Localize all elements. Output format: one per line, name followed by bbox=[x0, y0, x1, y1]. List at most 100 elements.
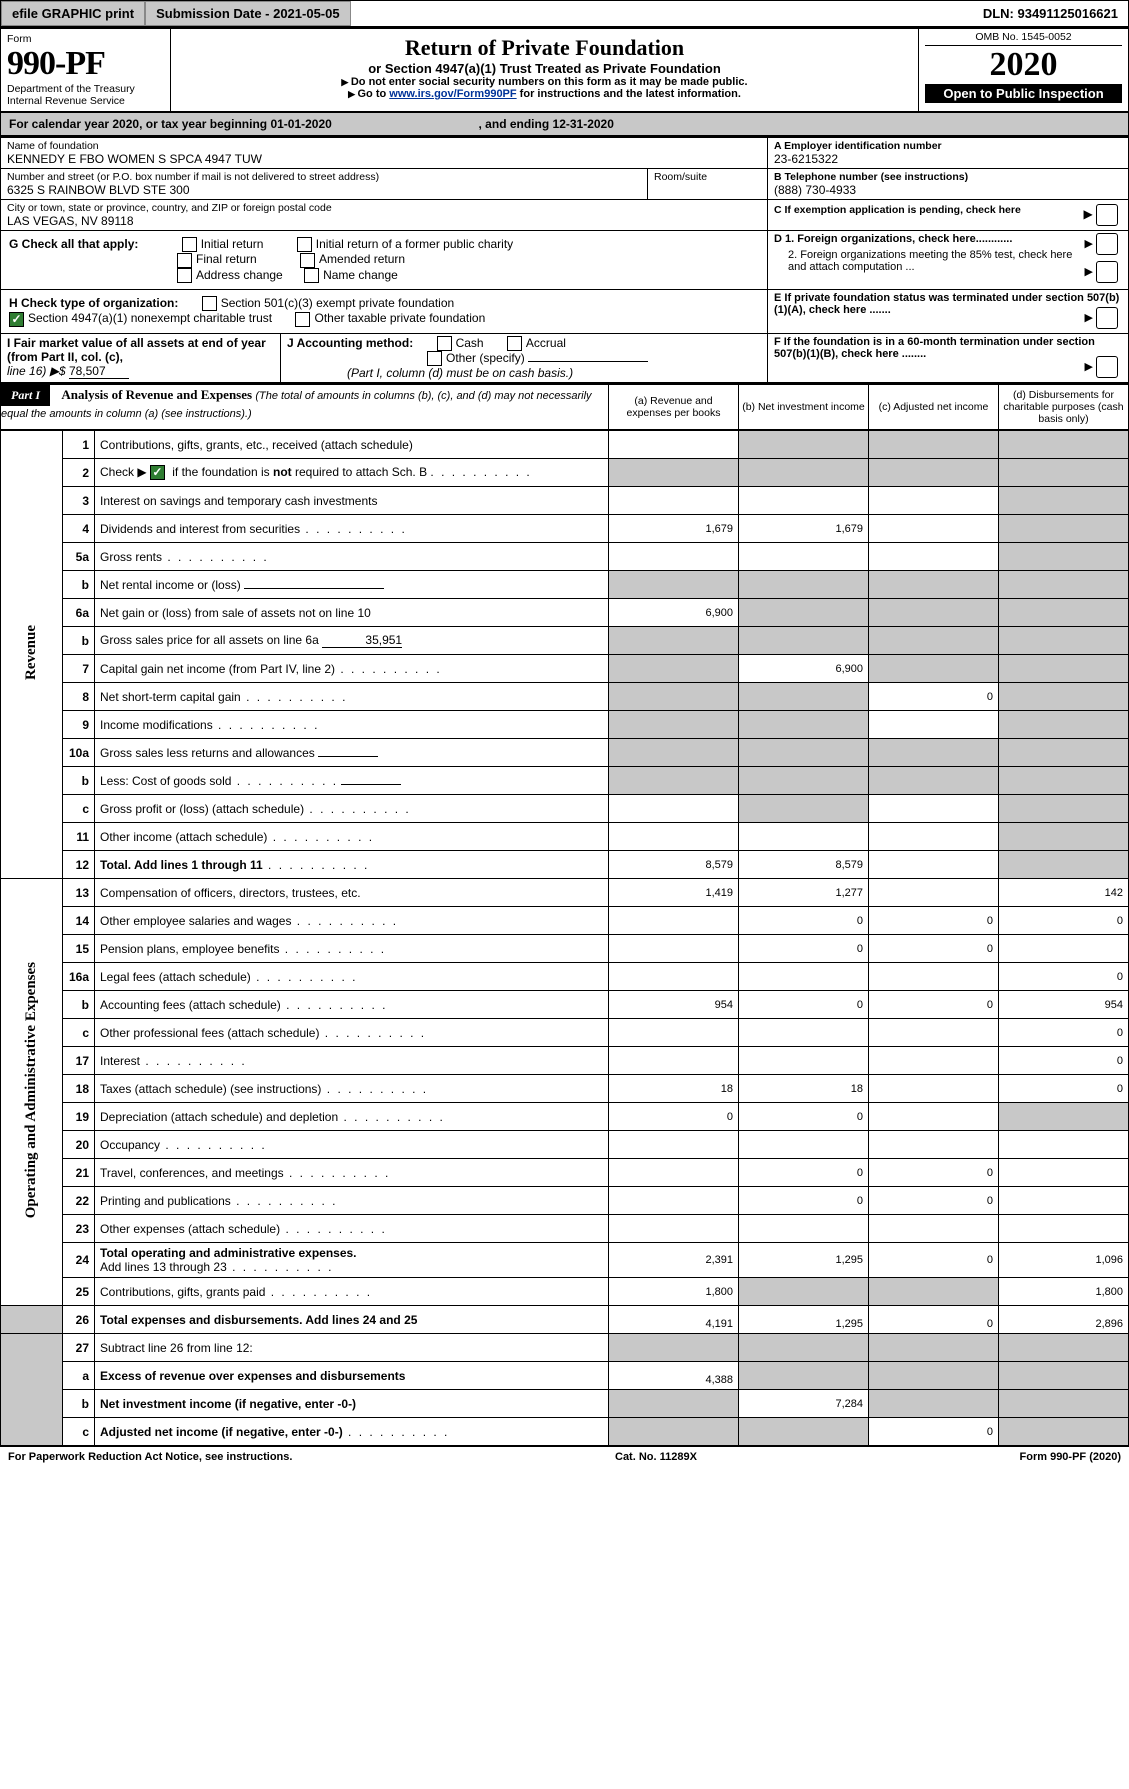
v14b: 0 bbox=[739, 907, 869, 935]
part1-table: Revenue 1Contributions, gifts, grants, e… bbox=[0, 430, 1129, 1446]
efile-print-button[interactable]: efile GRAPHIC print bbox=[1, 1, 145, 26]
line-13: Compensation of officers, directors, tru… bbox=[95, 879, 609, 907]
h2-checkbox[interactable] bbox=[9, 312, 24, 327]
h-opt-3: Other taxable private foundation bbox=[314, 311, 485, 325]
v22c: 0 bbox=[869, 1187, 999, 1215]
i-label: I Fair market value of all assets at end… bbox=[7, 336, 266, 364]
v12a: 8,579 bbox=[609, 851, 739, 879]
revenue-label: Revenue bbox=[1, 431, 63, 879]
line-27b: Net investment income (if negative, ente… bbox=[100, 1397, 356, 1411]
j-cash-checkbox[interactable] bbox=[437, 336, 452, 351]
h3-checkbox[interactable] bbox=[295, 312, 310, 327]
line-14: Other employee salaries and wages bbox=[100, 914, 291, 928]
line2-checkbox[interactable] bbox=[150, 465, 165, 480]
inst2-pre: Go to bbox=[357, 88, 389, 100]
v24c: 0 bbox=[869, 1243, 999, 1278]
cal-begin: For calendar year 2020, or tax year begi… bbox=[9, 117, 332, 131]
inst2-post: for instructions and the latest informat… bbox=[517, 88, 741, 100]
form-title: Return of Private Foundation bbox=[179, 35, 910, 61]
g-final-checkbox[interactable] bbox=[177, 253, 192, 268]
d2-label: 2. Foreign organizations meeting the 85%… bbox=[788, 249, 1072, 273]
v16bc: 0 bbox=[869, 991, 999, 1019]
line-3: Interest on savings and temporary cash i… bbox=[95, 487, 609, 515]
v19a: 0 bbox=[609, 1103, 739, 1131]
v16ba: 954 bbox=[609, 991, 739, 1019]
line-16a: Legal fees (attach schedule) bbox=[100, 970, 251, 984]
v6aa: 6,900 bbox=[609, 599, 739, 627]
v17d: 0 bbox=[999, 1047, 1129, 1075]
c-checkbox[interactable] bbox=[1096, 204, 1118, 226]
v13b: 1,277 bbox=[739, 879, 869, 907]
g-address-checkbox[interactable] bbox=[177, 268, 192, 283]
g-initial-checkbox[interactable] bbox=[182, 237, 197, 252]
expenses-label: Operating and Administrative Expenses bbox=[1, 879, 63, 1306]
part1-tab: Part I bbox=[1, 385, 50, 406]
v27aa: 4,388 bbox=[609, 1362, 739, 1390]
g-amended-checkbox[interactable] bbox=[300, 253, 315, 268]
v24d: 1,096 bbox=[999, 1243, 1129, 1278]
line-15: Pension plans, employee benefits bbox=[100, 942, 279, 956]
e-checkbox[interactable] bbox=[1096, 307, 1118, 329]
g-opt-2: Final return bbox=[196, 252, 257, 266]
f-checkbox[interactable] bbox=[1096, 356, 1118, 378]
v13d: 142 bbox=[999, 879, 1129, 907]
h1-checkbox[interactable] bbox=[202, 296, 217, 311]
v26c: 0 bbox=[869, 1306, 999, 1334]
line-7: Capital gain net income (from Part IV, l… bbox=[100, 662, 335, 676]
line-2: Check ▶ if the foundation is not require… bbox=[95, 459, 609, 487]
col-b-header: (b) Net investment income bbox=[738, 385, 868, 429]
line-27: Subtract line 26 from line 12: bbox=[95, 1334, 609, 1362]
form-number: 990-PF bbox=[7, 45, 164, 83]
addr-value: 6325 S RAINBOW BLVD STE 300 bbox=[7, 183, 641, 197]
v25a: 1,800 bbox=[609, 1278, 739, 1306]
footer-left: For Paperwork Reduction Act Notice, see … bbox=[8, 1451, 292, 1463]
j-other-label: Other (specify) bbox=[446, 351, 525, 365]
phone-label: B Telephone number (see instructions) bbox=[774, 171, 1122, 183]
h-opt-1: Section 501(c)(3) exempt private foundat… bbox=[221, 296, 454, 310]
d2-checkbox[interactable] bbox=[1096, 261, 1118, 283]
ein-value: 23-6215322 bbox=[774, 152, 1122, 166]
v24a: 2,391 bbox=[609, 1243, 739, 1278]
v13a: 1,419 bbox=[609, 879, 739, 907]
col-a-header: (a) Revenue and expenses per books bbox=[608, 385, 738, 429]
v27bb: 7,284 bbox=[739, 1390, 869, 1418]
line-11: Other income (attach schedule) bbox=[100, 830, 267, 844]
line-24b: Add lines 13 through 23 bbox=[100, 1260, 227, 1274]
open-inspection-label: Open to Public Inspection bbox=[925, 84, 1122, 103]
j-accrual-checkbox[interactable] bbox=[507, 336, 522, 351]
j-label: J Accounting method: bbox=[287, 336, 413, 350]
v14c: 0 bbox=[869, 907, 999, 935]
v16bb: 0 bbox=[739, 991, 869, 1019]
line-25: Contributions, gifts, grants paid bbox=[100, 1285, 265, 1299]
line-27c: Adjusted net income (if negative, enter … bbox=[100, 1425, 343, 1439]
irs-link[interactable]: www.irs.gov/Form990PF bbox=[389, 88, 516, 100]
line-16c: Other professional fees (attach schedule… bbox=[100, 1026, 319, 1040]
v12b: 8,579 bbox=[739, 851, 869, 879]
g-opt-0: Initial return bbox=[201, 237, 264, 251]
dln-label: DLN: 93491125016621 bbox=[973, 2, 1128, 25]
omb-label: OMB No. 1545-0052 bbox=[925, 31, 1122, 46]
v26b: 1,295 bbox=[739, 1306, 869, 1334]
foundation-name: KENNEDY E FBO WOMEN S SPCA 4947 TUW bbox=[7, 152, 761, 166]
j-accrual-label: Accrual bbox=[526, 336, 566, 350]
g-initial-former-checkbox[interactable] bbox=[297, 237, 312, 252]
line-10b: Less: Cost of goods sold bbox=[100, 774, 231, 788]
line-1: Contributions, gifts, grants, etc., rece… bbox=[95, 431, 609, 459]
v24b: 1,295 bbox=[739, 1243, 869, 1278]
v18d: 0 bbox=[999, 1075, 1129, 1103]
room-label: Room/suite bbox=[654, 171, 761, 183]
topbar: efile GRAPHIC print Submission Date - 20… bbox=[0, 0, 1129, 27]
g-opt-5: Name change bbox=[323, 268, 398, 282]
g-label: G Check all that apply: bbox=[9, 237, 138, 251]
v15c: 0 bbox=[869, 935, 999, 963]
j-other-checkbox[interactable] bbox=[427, 351, 442, 366]
line-27a: Excess of revenue over expenses and disb… bbox=[100, 1369, 405, 1383]
h-label: H Check type of organization: bbox=[9, 296, 178, 310]
v21b: 0 bbox=[739, 1159, 869, 1187]
d1-checkbox[interactable] bbox=[1096, 233, 1118, 255]
line-16b: Accounting fees (attach schedule) bbox=[100, 998, 281, 1012]
g-name-checkbox[interactable] bbox=[304, 268, 319, 283]
line-8: Net short-term capital gain bbox=[100, 690, 241, 704]
line-4: Dividends and interest from securities bbox=[100, 522, 300, 536]
line-22: Printing and publications bbox=[100, 1194, 231, 1208]
